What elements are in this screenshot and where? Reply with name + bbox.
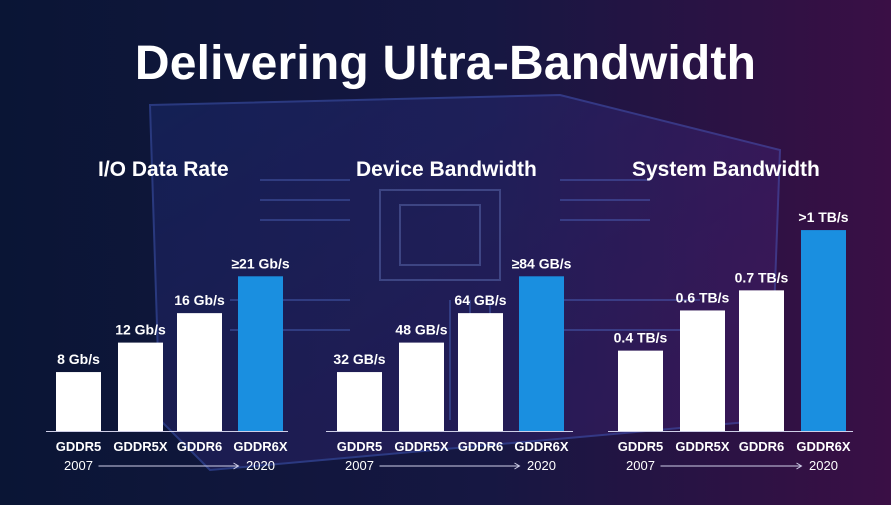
system-bandwidth-title: System Bandwidth <box>632 158 820 181</box>
slide-title: Delivering Ultra-Bandwidth <box>134 37 757 90</box>
device-bandwidth-title: Device Bandwidth <box>356 158 537 181</box>
io-data-rate-title: I/O Data Rate <box>98 158 229 181</box>
